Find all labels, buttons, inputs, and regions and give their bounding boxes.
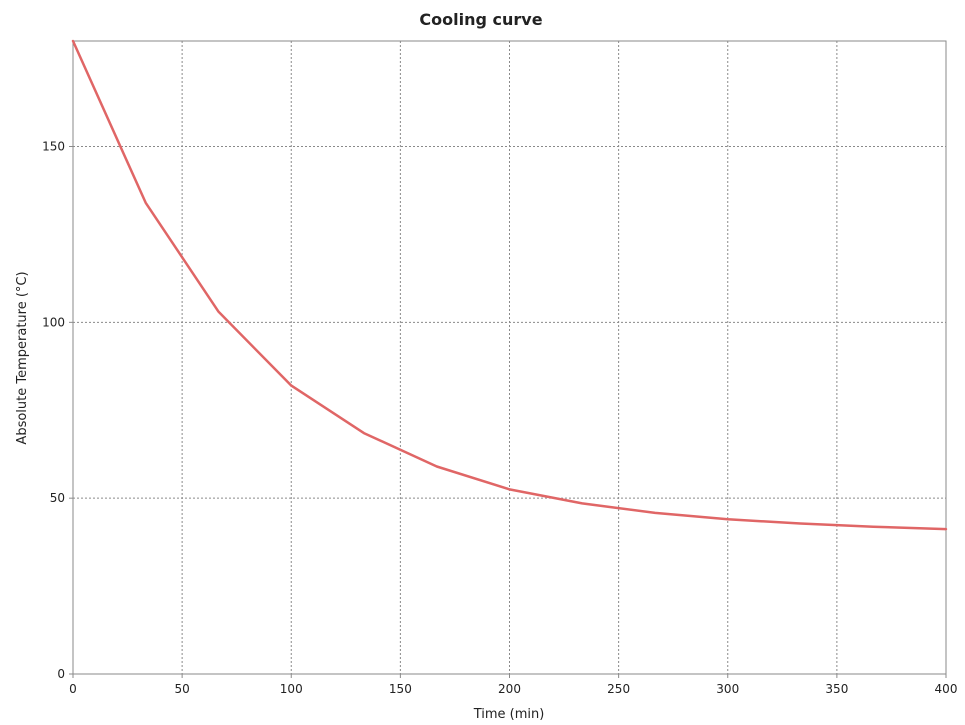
x-tick-label: 200 xyxy=(498,682,521,696)
x-tick-label: 100 xyxy=(280,682,303,696)
x-tick-label: 150 xyxy=(389,682,412,696)
x-tick-label: 300 xyxy=(716,682,739,696)
grid xyxy=(73,41,946,674)
chart-title: Cooling curve xyxy=(419,10,542,29)
x-tick-label: 350 xyxy=(825,682,848,696)
y-tick-label: 100 xyxy=(42,315,65,329)
series-line-0 xyxy=(71,39,948,531)
x-tick-label: 0 xyxy=(69,682,77,696)
x-tick-label: 250 xyxy=(607,682,630,696)
y-axis-label: Absolute Temperature (°C) xyxy=(15,271,30,444)
axis-ticks: 0 50 100 150 200 250 300 350 400 0 50 100 150 xyxy=(42,140,957,697)
x-axis-label: Time (min) xyxy=(473,707,545,722)
y-tick-label: 0 xyxy=(57,667,65,681)
x-tick-label: 50 xyxy=(174,682,189,696)
y-tick-label: 150 xyxy=(42,140,65,154)
y-tick-label: 50 xyxy=(50,491,65,505)
series-layer xyxy=(71,39,948,531)
x-tick-label: 400 xyxy=(935,682,958,696)
